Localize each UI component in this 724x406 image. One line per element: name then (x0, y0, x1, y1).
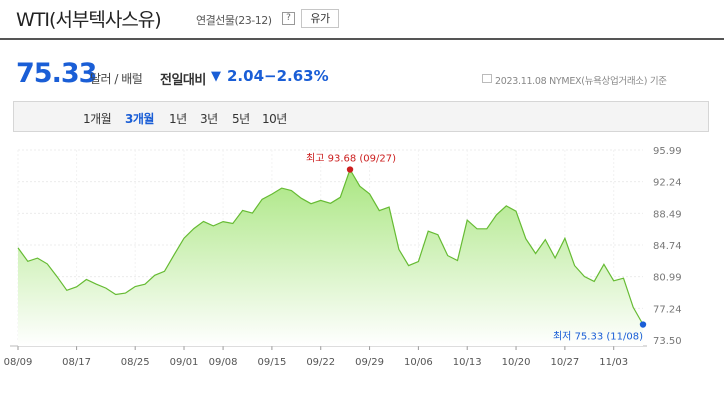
change-label: 전일대비 (160, 73, 206, 88)
price-area (18, 169, 643, 346)
tab-1-year[interactable]: 1년 (169, 112, 187, 126)
page-header: WTI(서부텍사스유) 연결선물(23-12) ? 유가 (0, 0, 724, 40)
tab-3-years[interactable]: 3년 (200, 112, 218, 126)
x-tick-label: 10/20 (502, 357, 531, 368)
tab-5-years[interactable]: 5년 (232, 112, 250, 126)
x-tick-label: 08/25 (121, 357, 150, 368)
high-annotation: 최고 93.68 (09/27) (306, 153, 396, 165)
tab-3-months[interactable]: 3개월 (125, 112, 154, 126)
change-percent: −2.63% (264, 67, 329, 85)
price-unit: 달러 / 배럴 (90, 72, 143, 86)
y-tick-label: 80.99 (653, 273, 682, 284)
x-tick-label: 09/01 (170, 357, 199, 368)
high-point-marker (346, 166, 354, 173)
period-tab-bar: 1개월 3개월 1년 3년 5년 10년 (13, 101, 709, 132)
y-tick-label: 92.24 (653, 178, 682, 189)
change-value: 2.04 (227, 67, 265, 85)
price-line (17, 168, 644, 325)
price-chart: 95.99 92.24 88.49 84.74 80.99 77.24 73.50 08/09… (4, 146, 682, 368)
x-tick-label: 08/09 (4, 357, 33, 368)
x-tick-label: 09/22 (306, 357, 335, 368)
page-title: WTI(서부텍사스유) (16, 9, 162, 31)
date-note: 2023.11.08 NYMEX(뉴욕상업거래소) 기준 (495, 76, 667, 87)
low-point-marker (639, 321, 647, 328)
y-tick-label: 88.49 (653, 209, 682, 220)
x-tick-label: 09/29 (355, 357, 384, 368)
y-tick-label: 95.99 (653, 146, 682, 157)
question-icon[interactable]: ? (282, 12, 295, 25)
x-tick-label: 09/08 (209, 357, 238, 368)
x-tick-label: 10/13 (453, 357, 482, 368)
x-tick-label: 08/17 (62, 357, 91, 368)
y-tick-label: 84.74 (653, 241, 682, 252)
y-tick-label: 73.50 (653, 336, 682, 347)
x-tick-label: 10/27 (550, 357, 579, 368)
calendar-icon (482, 74, 492, 83)
oil-category-button[interactable]: 유가 (301, 9, 339, 28)
tab-10-years[interactable]: 10년 (262, 112, 287, 126)
contract-label: 연결선물(23-12) (196, 14, 272, 27)
current-price: 75.33 (16, 58, 97, 89)
x-tick-label: 09/15 (257, 357, 286, 368)
low-annotation: 최저 75.33 (11/08) (553, 331, 643, 343)
down-arrow-icon: ▼ (211, 69, 221, 84)
x-tick-label: 11/03 (599, 357, 628, 368)
y-tick-label: 77.24 (653, 304, 682, 315)
tab-1-month[interactable]: 1개월 (83, 112, 112, 126)
x-tick-label: 10/06 (404, 357, 433, 368)
